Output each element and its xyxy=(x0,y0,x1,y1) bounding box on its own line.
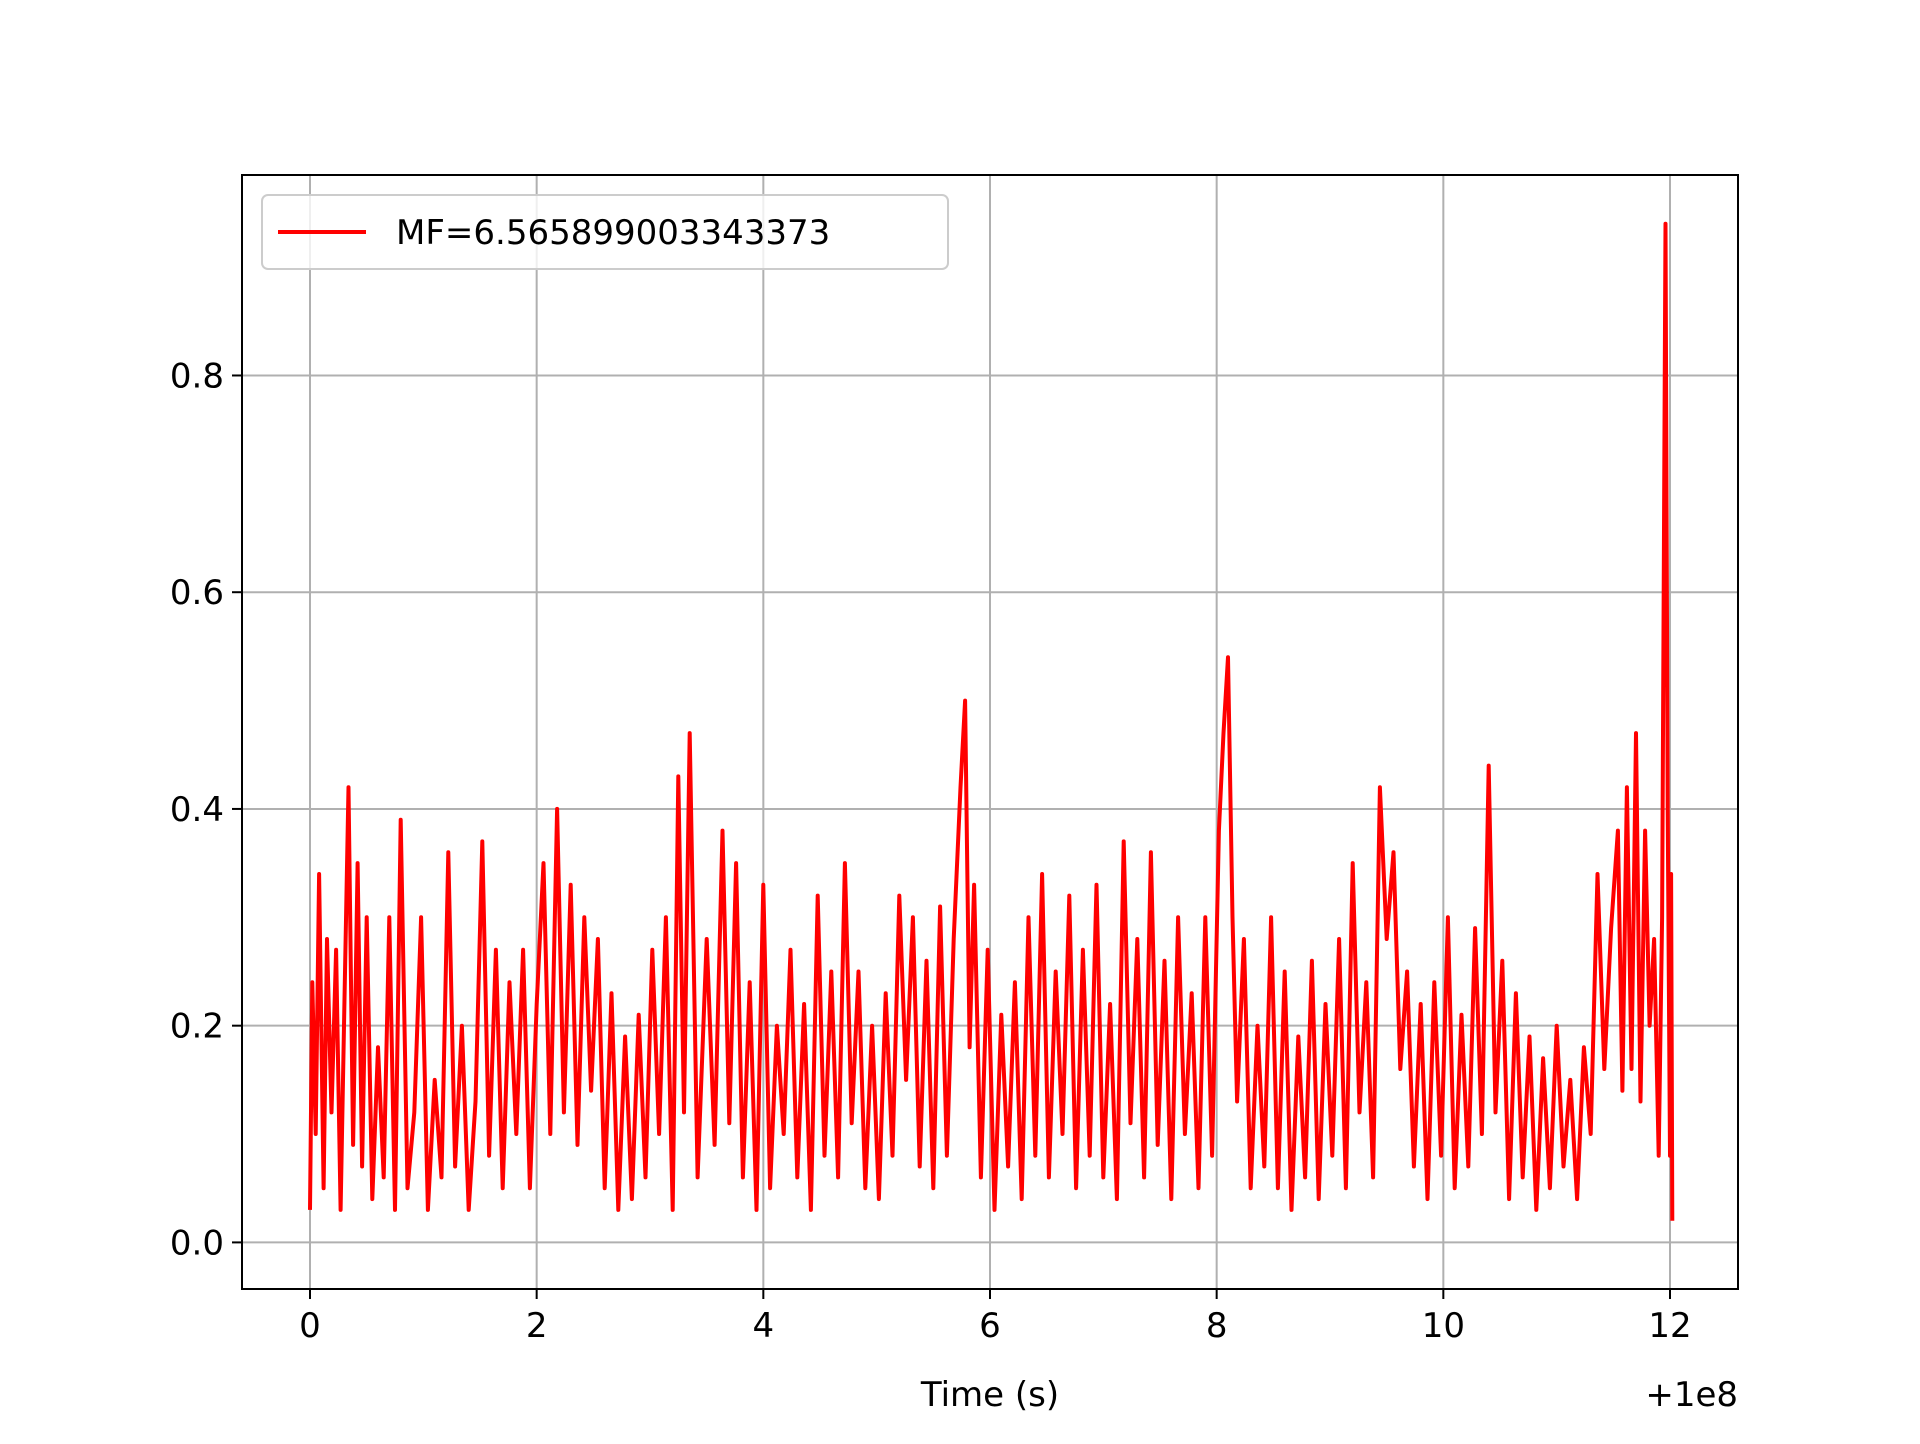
y-tick-label: 0.0 xyxy=(170,1223,224,1263)
y-tick-label: 0.8 xyxy=(170,356,224,396)
ticks: 0 2 4 6 8 10 12 0.0 0.2 0.4 0.6 0.8 xyxy=(170,356,1692,1346)
y-tick-label: 0.6 xyxy=(170,573,224,613)
series-layer xyxy=(308,221,1675,1221)
y-tick-label: 0.4 xyxy=(170,790,224,830)
y-tick-label: 0.2 xyxy=(170,1007,224,1047)
x-tick-label: 10 xyxy=(1422,1306,1465,1346)
x-axis-label: Time (s) xyxy=(920,1375,1059,1415)
x-offset-label: +1e8 xyxy=(1645,1375,1738,1415)
series-line xyxy=(308,221,1675,1221)
x-tick-label: 12 xyxy=(1648,1306,1691,1346)
x-tick-label: 4 xyxy=(753,1306,775,1346)
x-tick-label: 8 xyxy=(1206,1306,1228,1346)
x-tick-label: 2 xyxy=(526,1306,548,1346)
x-tick-label: 6 xyxy=(979,1306,1001,1346)
legend-box xyxy=(261,194,949,270)
x-tick-label: 0 xyxy=(299,1306,321,1346)
legend: MF=6.565899003343373 xyxy=(261,194,949,270)
legend-label: MF=6.565899003343373 xyxy=(396,213,830,253)
